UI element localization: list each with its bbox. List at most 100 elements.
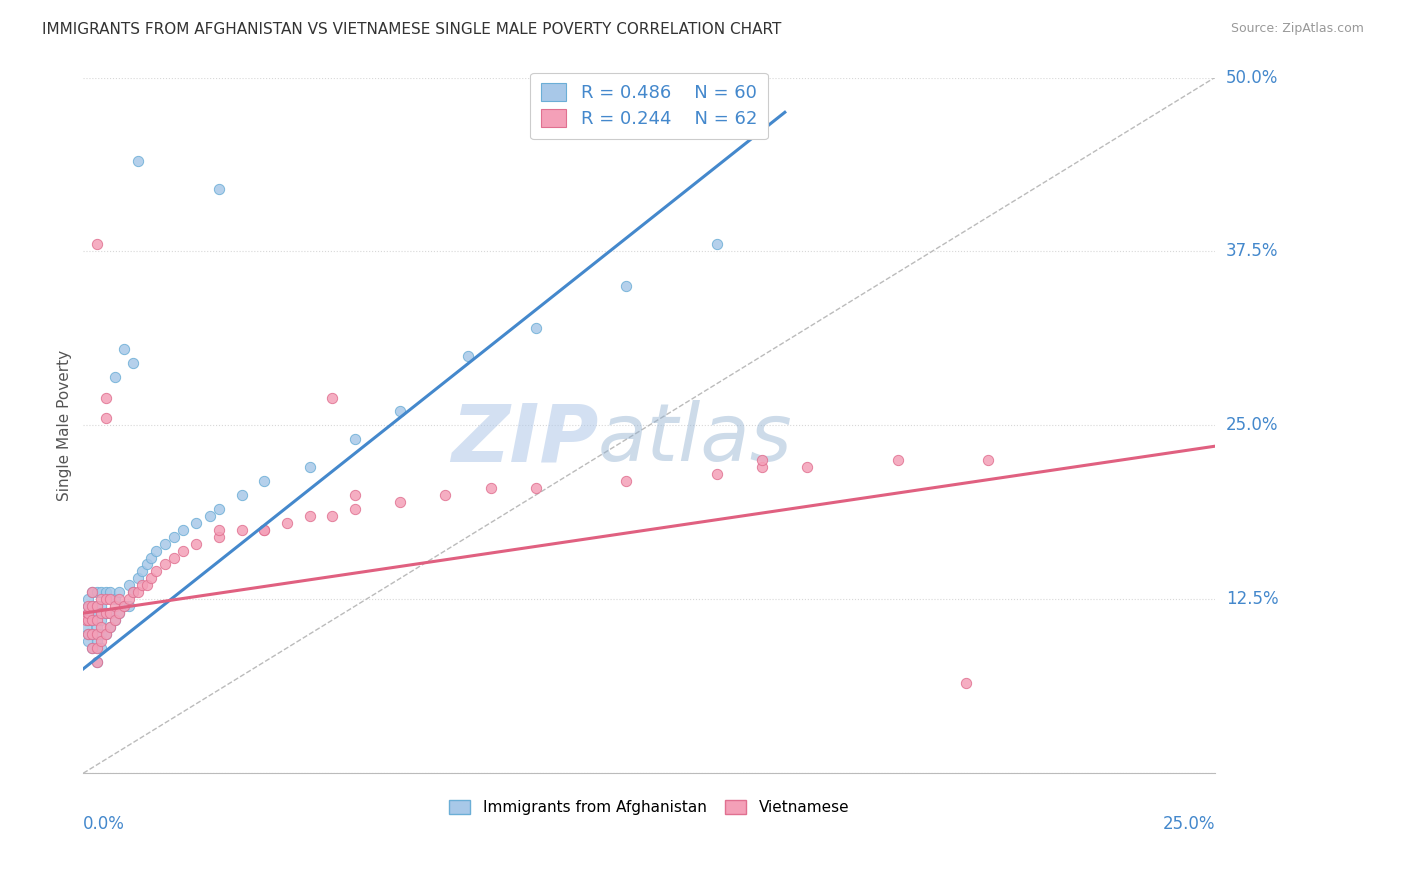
Point [198,508,221,523]
Point [122,356,145,370]
Point [186,536,208,550]
Point [457,349,479,363]
Text: atlas: atlas [598,401,793,478]
Point [127,585,149,599]
Point [706,467,728,481]
Point [82,613,104,627]
Point [82,599,104,614]
Point [86,634,108,648]
Point [76,606,98,620]
Point [76,634,98,648]
Point [172,523,194,537]
Point [82,627,104,641]
Point [131,578,153,592]
Text: 25.0%: 25.0% [1226,417,1278,434]
Point [94,585,117,599]
Point [76,627,98,641]
Point [122,585,145,599]
Point [389,495,412,509]
Point [104,592,127,607]
Point [90,620,112,634]
Point [104,369,127,384]
Point [141,550,163,565]
Point [82,640,104,655]
Point [298,460,321,475]
Point [108,606,131,620]
Point [94,606,117,620]
Point [76,613,98,627]
Text: ZIP: ZIP [451,401,598,478]
Point [86,627,108,641]
Point [135,558,157,572]
Point [76,613,98,627]
Point [104,613,127,627]
Legend: Immigrants from Afghanistan, Vietnamese: Immigrants from Afghanistan, Vietnamese [443,794,855,822]
Y-axis label: Single Male Poverty: Single Male Poverty [58,350,72,501]
Point [751,460,773,475]
Point [434,488,457,502]
Point [208,523,231,537]
Point [100,606,122,620]
Point [122,585,145,599]
Point [208,530,231,544]
Point [100,620,122,634]
Point [153,536,176,550]
Point [94,627,117,641]
Point [94,592,117,607]
Point [524,481,547,495]
Point [524,321,547,335]
Point [343,488,366,502]
Point [90,606,112,620]
Point [117,578,139,592]
Point [616,474,638,488]
Point [76,592,98,607]
Point [153,558,176,572]
Point [253,474,276,488]
Point [796,460,818,475]
Point [751,453,773,467]
Point [231,523,253,537]
Point [616,279,638,293]
Point [86,606,108,620]
Point [94,391,117,405]
Point [86,585,108,599]
Point [231,488,253,502]
Point [100,620,122,634]
Text: 37.5%: 37.5% [1226,243,1278,260]
Point [127,153,149,168]
Point [131,565,153,579]
Point [163,550,186,565]
Point [76,599,98,614]
Point [112,599,135,614]
Point [253,523,276,537]
Point [163,530,186,544]
Text: 50.0%: 50.0% [1226,69,1278,87]
Point [86,237,108,252]
Point [104,599,127,614]
Point [100,606,122,620]
Point [94,411,117,425]
Point [90,634,112,648]
Point [208,182,231,196]
Point [145,565,167,579]
Point [117,592,139,607]
Point [90,585,112,599]
Point [82,613,104,627]
Point [94,627,117,641]
Point [108,585,131,599]
Point [977,453,1000,467]
Point [86,640,108,655]
Point [343,432,366,446]
Point [135,578,157,592]
Point [82,606,104,620]
Point [82,599,104,614]
Point [479,481,502,495]
Point [90,592,112,607]
Point [141,571,163,585]
Point [108,606,131,620]
Point [276,516,298,530]
Point [112,599,135,614]
Point [145,543,167,558]
Point [82,627,104,641]
Point [112,342,135,356]
